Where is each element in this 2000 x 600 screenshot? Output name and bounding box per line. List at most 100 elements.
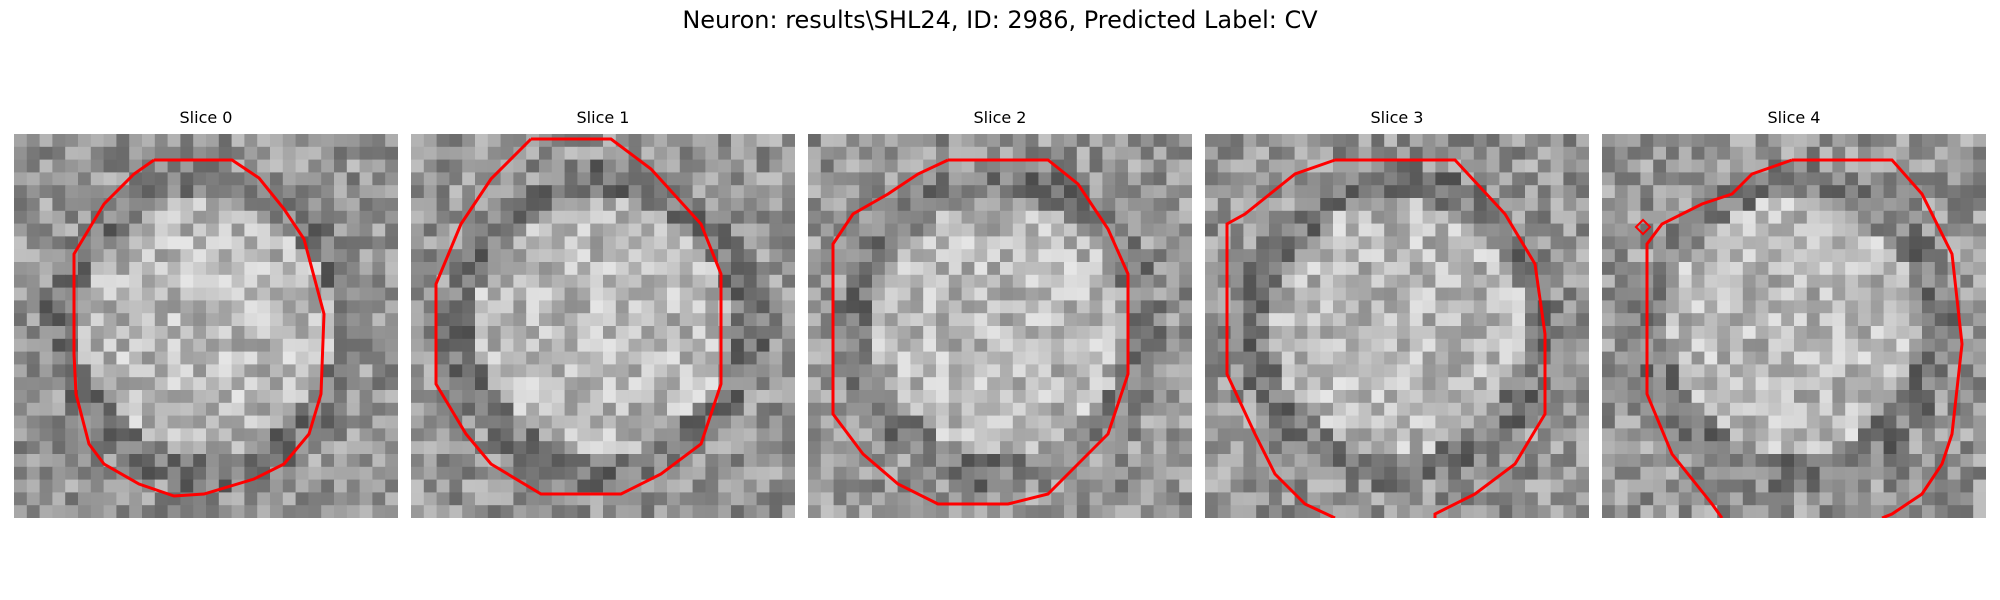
pixel-cell — [987, 185, 1001, 199]
pixel-cell — [1397, 210, 1411, 225]
pixel-cell — [1922, 441, 1936, 455]
pixel-cell — [1102, 210, 1116, 225]
pixel-cell — [475, 377, 489, 391]
pixel-cell — [1166, 351, 1180, 365]
pixel-cell — [1089, 454, 1103, 468]
pixel-cell — [129, 428, 143, 442]
pixel-cell — [1537, 236, 1552, 250]
pixel-cell — [1499, 198, 1513, 212]
pixel-cell — [334, 210, 348, 225]
pixel-cell — [1909, 326, 1923, 340]
pixel-cell — [39, 364, 53, 378]
pixel-cell — [1179, 377, 1192, 391]
pixel-cell — [1179, 415, 1192, 429]
pixel-cell — [1256, 364, 1270, 378]
pixel-cell — [833, 249, 847, 263]
pixel-cell — [1704, 454, 1718, 468]
pixel-cell — [1217, 262, 1232, 276]
pixel-cell — [1384, 466, 1398, 481]
pixel-cell — [167, 198, 181, 212]
pixel-cell — [808, 377, 822, 391]
pixel-cell — [1806, 210, 1821, 225]
pixel-cell — [1064, 274, 1078, 289]
pixel-cell — [1076, 377, 1091, 391]
pixel-cell — [206, 185, 220, 199]
pixel-cell — [936, 466, 950, 481]
pixel-cell — [513, 441, 527, 455]
pixel-cell — [1909, 236, 1923, 250]
pixel-cell — [385, 377, 398, 391]
pixel-cell — [513, 159, 527, 173]
pixel-cell — [1012, 185, 1027, 199]
pixel-cell — [129, 326, 143, 340]
pixel-cell — [1000, 428, 1014, 442]
pixel-cell — [641, 492, 655, 506]
pixel-cell — [1179, 287, 1192, 301]
pixel-cell — [513, 364, 527, 378]
pixel-cell — [1512, 326, 1526, 340]
pixel-cell — [1858, 326, 1872, 340]
pixel-cell — [1563, 274, 1577, 289]
pixel-cell — [820, 274, 835, 289]
pixel-cell — [1845, 390, 1859, 404]
pixel-cell — [116, 428, 130, 442]
pixel-cell — [1269, 454, 1283, 468]
pixel-cell — [1730, 172, 1744, 186]
pixel-cell — [423, 454, 438, 468]
pixel-cell — [52, 300, 66, 314]
pixel-cell — [1717, 351, 1731, 365]
slice-panel-0: Slice 0 — [14, 108, 398, 520]
pixel-cell — [1960, 466, 1974, 481]
pixel-cell — [1384, 198, 1398, 212]
pixel-cell — [462, 185, 476, 199]
pixel-cell — [14, 249, 28, 263]
pixel-cell — [1922, 262, 1936, 276]
pixel-cell — [603, 287, 617, 301]
pixel-cell — [1473, 479, 1488, 493]
pixel-cell — [1717, 390, 1731, 404]
pixel-cell — [1755, 236, 1769, 250]
pixel-cell — [385, 185, 398, 199]
pixel-cell — [103, 492, 117, 506]
pixel-cell — [1576, 402, 1589, 417]
pixel-cell — [1845, 377, 1859, 391]
pixel-cell — [1704, 134, 1718, 148]
pixel-cell — [1473, 198, 1488, 212]
pixel-cell — [359, 146, 373, 161]
pixel-cell — [1512, 428, 1526, 442]
pixel-cell — [500, 479, 514, 493]
pixel-cell — [1896, 351, 1910, 365]
pixel-cell — [641, 351, 655, 365]
pixel-cell — [1653, 249, 1667, 263]
pixel-cell — [590, 185, 604, 199]
pixel-cell — [154, 146, 169, 161]
pixel-cell — [1089, 274, 1103, 289]
pixel-cell — [1461, 223, 1475, 237]
pixel-cell — [539, 262, 553, 276]
pixel-cell — [756, 159, 770, 173]
pixel-cell — [1230, 236, 1244, 250]
pixel-cell — [808, 198, 822, 212]
pixel-cell — [1461, 185, 1475, 199]
pixel-cell — [372, 146, 386, 161]
pixel-cell — [679, 338, 694, 353]
pixel-cell — [180, 364, 194, 378]
pixel-cell — [103, 441, 117, 455]
pixel-cell — [872, 300, 886, 314]
pixel-cell — [1576, 466, 1589, 481]
pixel-cell — [1806, 262, 1821, 276]
pixel-cell — [1730, 428, 1744, 442]
pixel-cell — [1717, 364, 1731, 378]
pixel-cell — [1012, 415, 1027, 429]
pixel-cell — [142, 146, 156, 161]
pixel-cell — [1755, 351, 1769, 365]
pixel-cell — [1730, 351, 1744, 365]
pixel-cell — [142, 249, 156, 263]
pixel-cell — [1076, 300, 1091, 314]
pixel-cell — [475, 300, 489, 314]
pixel-cell — [1781, 300, 1795, 314]
pixel-cell — [116, 492, 130, 506]
pixel-cell — [577, 377, 591, 391]
pixel-cell — [1038, 441, 1052, 455]
pixel-cell — [884, 338, 899, 353]
